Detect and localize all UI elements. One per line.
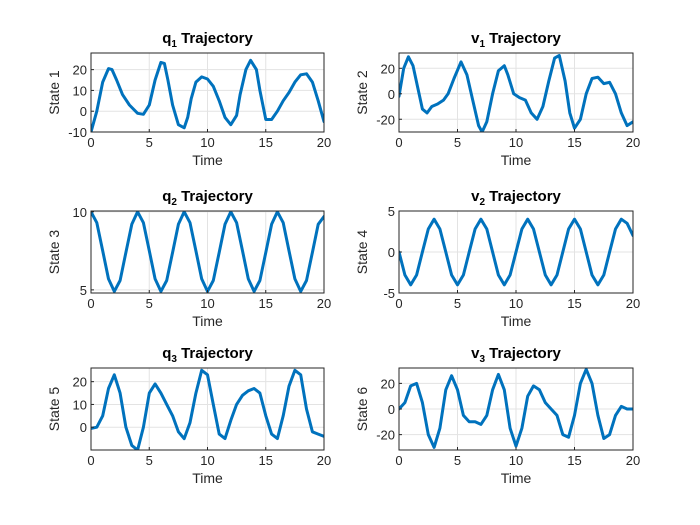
x-tick-label: 20	[626, 296, 640, 311]
x-tick-label: 10	[509, 296, 523, 311]
title-main: v	[471, 345, 480, 362]
y-axis-label: State 5	[46, 387, 62, 432]
x-tick-label: 10	[509, 135, 523, 150]
y-tick-label: 10	[73, 205, 87, 220]
series-line	[399, 217, 633, 287]
y-tick-label: -20	[376, 428, 395, 443]
y-axis-label: State 6	[354, 387, 370, 432]
y-axis-label: State 2	[354, 70, 370, 115]
y-tick-label: 10	[73, 83, 87, 98]
x-tick-label: 15	[567, 296, 581, 311]
title-main: q	[162, 345, 171, 362]
x-tick-label: 0	[395, 135, 402, 150]
y-tick-label: -5	[383, 286, 395, 301]
x-tick-label: 5	[146, 135, 153, 150]
series-line	[91, 58, 324, 132]
y-tick-label: 0	[80, 420, 87, 435]
x-tick-label: 20	[317, 296, 331, 311]
series-line	[399, 54, 633, 132]
x-tick-label: 0	[87, 453, 94, 468]
y-tick-label: 20	[73, 63, 87, 78]
y-tick-label: 0	[388, 402, 395, 417]
title-suffix: Trajectory	[485, 345, 562, 362]
subplot-title: q3 Trajectory	[162, 345, 253, 365]
x-tick-label: 0	[395, 453, 402, 468]
y-tick-label: -10	[68, 125, 87, 140]
x-tick-label: 5	[454, 453, 461, 468]
x-tick-label: 15	[567, 453, 581, 468]
x-tick-label: 5	[146, 296, 153, 311]
x-axis-label: Time	[501, 470, 532, 486]
x-tick-label: 20	[317, 135, 331, 150]
title-subscript: 3	[171, 354, 177, 365]
x-tick-label: 5	[146, 453, 153, 468]
x-tick-label: 5	[454, 296, 461, 311]
x-tick-label: 10	[200, 296, 214, 311]
y-tick-label: 20	[381, 61, 395, 76]
x-tick-label: 0	[395, 296, 402, 311]
x-tick-label: 10	[200, 453, 214, 468]
y-axis-label: State 3	[46, 230, 62, 275]
x-tick-label: 0	[87, 296, 94, 311]
x-tick-label: 15	[259, 296, 273, 311]
title-main: v	[471, 188, 480, 205]
title-suffix: Trajectory	[177, 188, 254, 205]
x-tick-label: 10	[509, 453, 523, 468]
x-tick-label: 0	[87, 135, 94, 150]
series-line	[91, 368, 324, 450]
x-tick-label: 15	[259, 135, 273, 150]
title-suffix: Trajectory	[177, 30, 254, 47]
title-subscript: 3	[479, 354, 485, 365]
x-tick-label: 15	[567, 135, 581, 150]
y-axis-label: State 4	[354, 230, 370, 275]
title-suffix: Trajectory	[177, 345, 254, 362]
title-subscript: 1	[479, 39, 485, 50]
title-suffix: Trajectory	[485, 188, 562, 205]
y-tick-label: 0	[388, 87, 395, 102]
subplot-title: q2 Trajectory	[162, 188, 253, 208]
y-tick-label: 20	[381, 376, 395, 391]
subplot-title: v1 Trajectory	[471, 30, 561, 50]
x-tick-label: 10	[200, 135, 214, 150]
series-line	[399, 368, 633, 449]
x-axis-label: Time	[192, 152, 223, 168]
y-tick-label: 10	[73, 397, 87, 412]
y-tick-label: 5	[80, 283, 87, 298]
title-main: q	[162, 30, 171, 47]
x-axis-label: Time	[501, 313, 532, 329]
y-tick-label: 20	[73, 375, 87, 390]
x-axis-label: Time	[192, 470, 223, 486]
title-subscript: 2	[171, 197, 177, 208]
title-main: q	[162, 188, 171, 205]
title-subscript: 1	[171, 39, 177, 50]
x-tick-label: 15	[259, 453, 273, 468]
x-tick-label: 5	[454, 135, 461, 150]
x-axis-label: Time	[192, 313, 223, 329]
title-main: v	[471, 30, 480, 47]
title-suffix: Trajectory	[485, 30, 562, 47]
y-tick-label: 0	[388, 245, 395, 260]
x-tick-label: 20	[317, 453, 331, 468]
subplot-title: v2 Trajectory	[471, 188, 561, 208]
y-tick-label: -20	[376, 112, 395, 127]
y-tick-label: 0	[80, 104, 87, 119]
y-axis-label: State 1	[46, 70, 62, 115]
title-subscript: 2	[479, 197, 485, 208]
y-tick-label: 5	[388, 204, 395, 219]
x-tick-label: 20	[626, 453, 640, 468]
subplot-title: v3 Trajectory	[471, 345, 561, 365]
subplot-title: q1 Trajectory	[162, 30, 253, 50]
x-tick-label: 20	[626, 135, 640, 150]
subplot-5: 0 5 10 15 20 0 10 20 Time State 5 q3 Trajectory	[46, 345, 331, 486]
x-axis-label: Time	[501, 152, 532, 168]
